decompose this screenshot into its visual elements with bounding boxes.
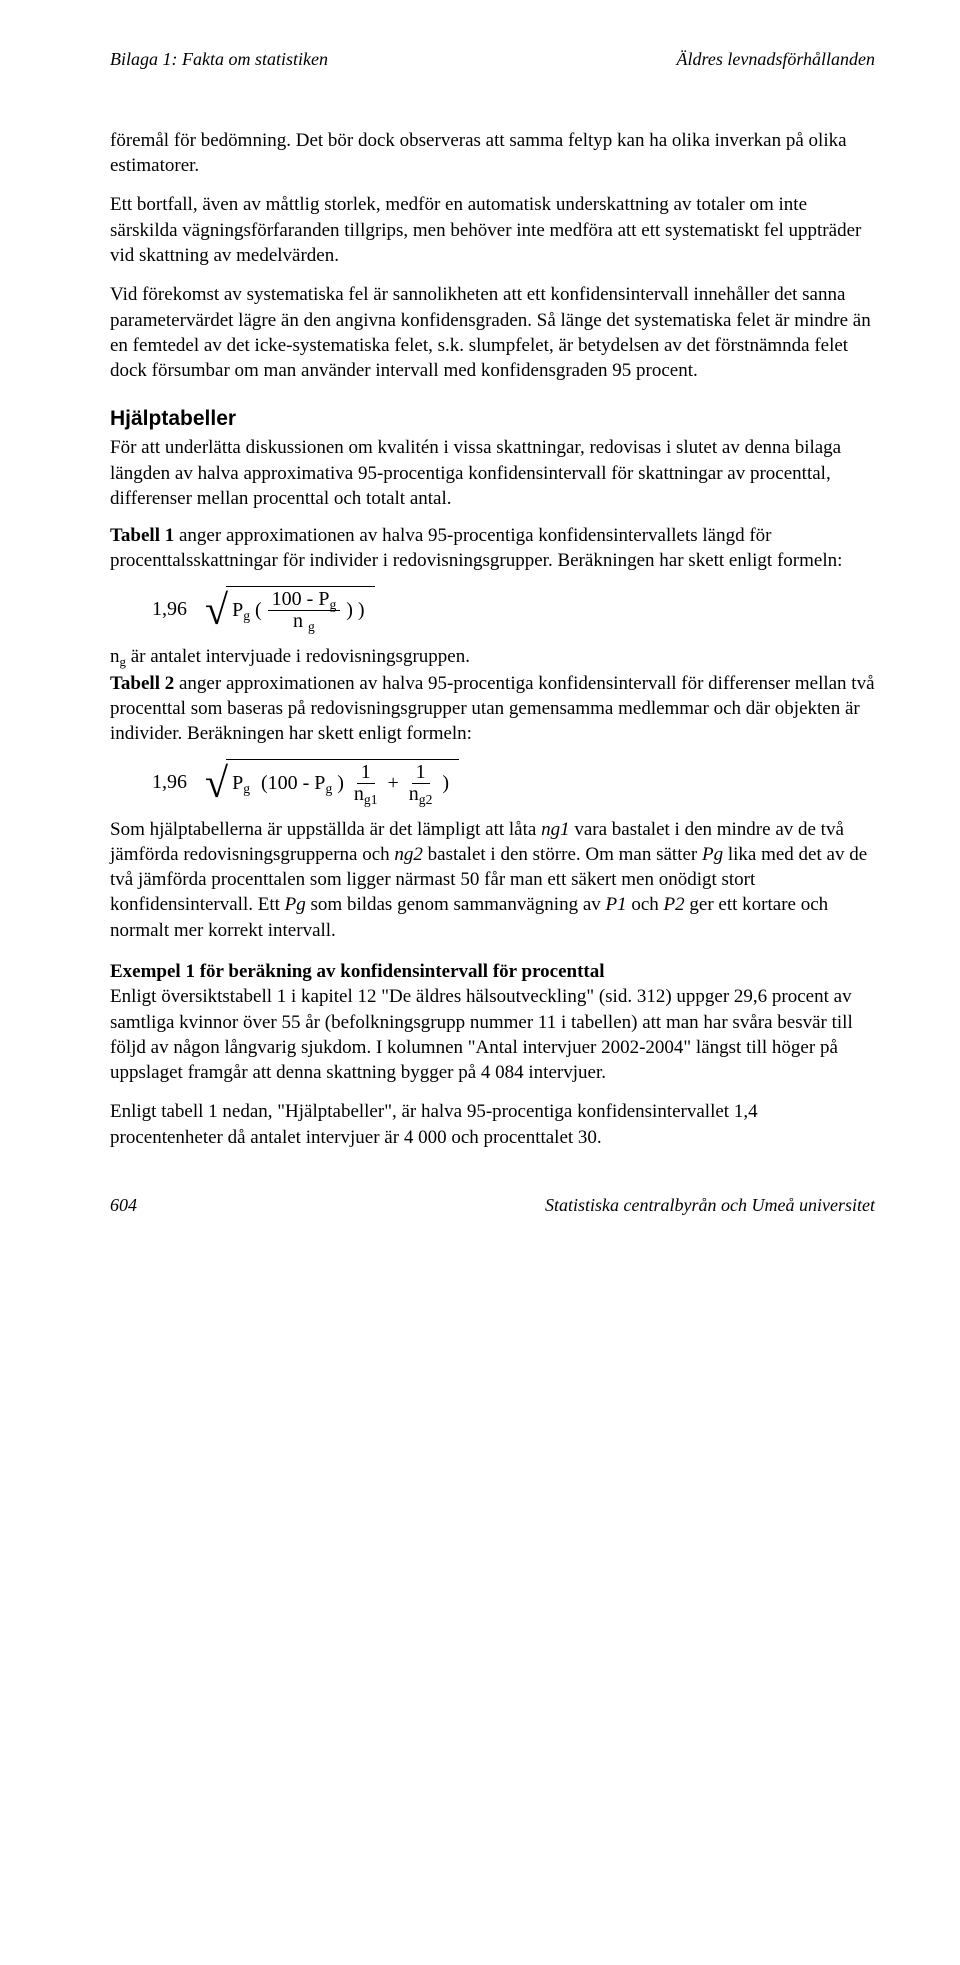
page-header: Bilaga 1: Fakta om statistiken Äldres le… <box>110 48 875 72</box>
paragraph-10: Enligt tabell 1 nedan, "Hjälptabeller", … <box>110 1099 875 1150</box>
radical-sign: √ <box>205 772 228 797</box>
formula2-close: ) <box>442 770 449 797</box>
header-left: Bilaga 1: Fakta om statistiken <box>110 48 328 72</box>
paragraph-2: Ett bortfall, även av måttlig storlek, m… <box>110 192 875 268</box>
footer-right: Statistiska centralbyrån och Umeå univer… <box>545 1194 875 1218</box>
radicand: Pg ( 100 - Pg n g ) ) <box>226 586 375 634</box>
sqrt-icon: √ Pg (100 - Pg ) 1 ng1 + 1 ng2 ) <box>205 759 459 807</box>
formula2-frac1: 1 ng1 <box>350 762 382 805</box>
paragraph-8: Som hjälptabellerna är uppställda är det… <box>110 817 875 943</box>
paragraph-9: Enligt översiktstabell 1 i kapitel 12 "D… <box>110 984 875 1085</box>
formula1-prefix: 1,96 <box>152 596 187 623</box>
paragraph-3: Vid förekomst av systematiska fel är san… <box>110 282 875 383</box>
page-footer: 604 Statistiska centralbyrån och Umeå un… <box>110 1194 875 1218</box>
page-number: 604 <box>110 1194 137 1218</box>
formula2-frac2: 1 ng2 <box>405 762 437 805</box>
formula2-plus: + <box>388 770 399 797</box>
paragraph-5: Tabell 1 anger approximationen av halva … <box>110 523 875 574</box>
formula1-close: ) ) <box>346 597 364 624</box>
example-heading: Exempel 1 för beräkning av konfidensinte… <box>110 959 875 984</box>
paragraph-6: ng är antalet intervjuade i redovisnings… <box>110 644 875 669</box>
paragraph-4: För att underlätta diskussionen om kvali… <box>110 435 875 511</box>
paragraph-1: föremål för bedömning. Det bör dock obse… <box>110 128 875 179</box>
formula2-pg: Pg <box>232 770 250 797</box>
radical-sign: √ <box>205 599 228 624</box>
formula2-open: (100 - Pg ) <box>256 770 344 797</box>
section-title-hjalptabeller: Hjälptabeller <box>110 405 875 433</box>
paragraph-7-rest: anger approximationen av halva 95-procen… <box>110 673 875 745</box>
paragraph-7: Tabell 2 anger approximationen av halva … <box>110 671 875 747</box>
formula1-pg: Pg ( <box>232 597 262 624</box>
formula1-fraction: 100 - Pg n g <box>268 589 341 632</box>
paragraph-5-rest: anger approximationen av halva 95-procen… <box>110 525 842 571</box>
tabell1-label: Tabell 1 <box>110 525 174 546</box>
sqrt-icon: √ Pg ( 100 - Pg n g ) ) <box>205 586 375 634</box>
formula-2: 1,96 √ Pg (100 - Pg ) 1 ng1 + 1 ng2 ) <box>152 759 875 807</box>
header-right: Äldres levnadsförhållanden <box>677 48 875 72</box>
formula2-prefix: 1,96 <box>152 769 187 796</box>
tabell2-label: Tabell 2 <box>110 673 174 694</box>
formula-1: 1,96 √ Pg ( 100 - Pg n g ) ) <box>152 586 875 634</box>
radicand: Pg (100 - Pg ) 1 ng1 + 1 ng2 ) <box>226 759 459 807</box>
